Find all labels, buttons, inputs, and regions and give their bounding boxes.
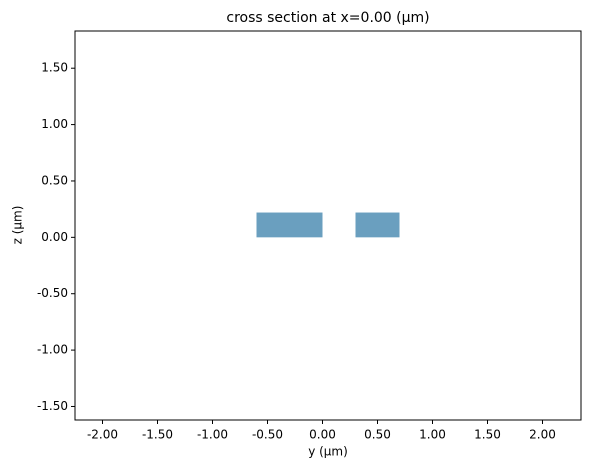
y-tick-label: -1.00 bbox=[37, 343, 68, 357]
x-tick-label: 1.50 bbox=[474, 428, 501, 442]
x-tick-label: -1.00 bbox=[197, 428, 228, 442]
x-tick-label: 0.50 bbox=[364, 428, 391, 442]
x-axis-label: y (μm) bbox=[308, 445, 348, 459]
x-tick-label: -1.50 bbox=[142, 428, 173, 442]
plot-frame bbox=[74, 30, 582, 421]
y-tick-label: -0.50 bbox=[37, 286, 68, 300]
y-tick-label: 0.00 bbox=[41, 230, 68, 244]
chart-title: cross section at x=0.00 (μm) bbox=[226, 10, 429, 26]
y-tick-label: 1.00 bbox=[41, 117, 68, 131]
x-tick-label: 0.00 bbox=[309, 428, 336, 442]
y-axis-label: z (μm) bbox=[11, 206, 25, 245]
x-tick-label: 2.00 bbox=[529, 428, 556, 442]
y-tick-label: -1.50 bbox=[37, 399, 68, 413]
structure bbox=[355, 212, 400, 238]
x-tick-label: 1.00 bbox=[419, 428, 446, 442]
x-tick-label: -0.50 bbox=[252, 428, 283, 442]
x-tick-label: -2.00 bbox=[87, 428, 118, 442]
y-tick-label: 1.50 bbox=[41, 61, 68, 75]
y-tick-label: 0.50 bbox=[41, 173, 68, 187]
structure bbox=[256, 212, 323, 238]
